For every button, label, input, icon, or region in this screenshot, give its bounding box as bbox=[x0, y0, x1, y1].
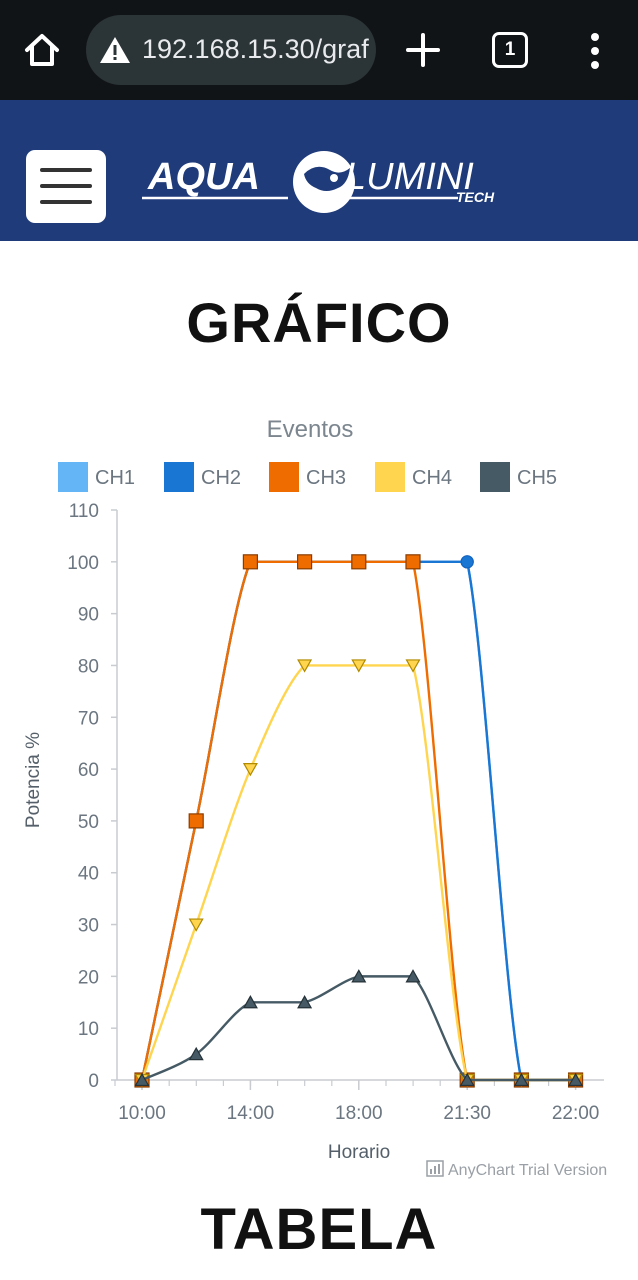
series-ch5 bbox=[134, 969, 584, 1087]
data-point[interactable] bbox=[297, 554, 313, 570]
y-tick-label: 0 bbox=[88, 1071, 99, 1092]
data-point[interactable] bbox=[297, 995, 313, 1009]
y-tick-label: 10 bbox=[78, 1019, 99, 1040]
credit-text: AnyChart Trial Version bbox=[448, 1162, 607, 1179]
chart-axes: 0 10 20 30 40 50 60 70 80 90 100 110 10:00 14:00 18:00… bbox=[67, 501, 604, 1124]
anychart-icon bbox=[426, 1160, 444, 1177]
y-tick-label: 110 bbox=[69, 501, 99, 522]
tab-switcher-button[interactable]: 1 bbox=[492, 32, 528, 68]
data-point[interactable] bbox=[242, 995, 258, 1009]
data-point[interactable] bbox=[568, 1072, 584, 1087]
data-point[interactable] bbox=[188, 918, 204, 932]
address-bar[interactable]: 192.168.15.30/graf bbox=[86, 15, 376, 85]
more-options-icon[interactable] bbox=[584, 32, 606, 70]
legend-label[interactable]: CH5 bbox=[517, 467, 557, 489]
url-text[interactable]: 192.168.15.30/graf bbox=[142, 34, 369, 64]
legend-swatch[interactable] bbox=[480, 462, 510, 492]
data-point[interactable] bbox=[188, 813, 204, 829]
y-axis-label: Potencia % bbox=[23, 732, 44, 828]
globe-icon bbox=[293, 151, 355, 213]
chart-series bbox=[134, 554, 584, 1088]
x-tick-label: 14:00 bbox=[227, 1103, 275, 1124]
section-title: TABELA bbox=[200, 1197, 438, 1262]
y-tick-label: 20 bbox=[78, 967, 99, 988]
chart-legend: CH1 CH2 CH3 CH4 CH5 bbox=[58, 462, 557, 492]
events-line-chart: Eventos CH1 CH2 CH3 CH4 CH5 0 10 20 30 40 50 60 70 8… bbox=[23, 416, 607, 1179]
page-title: GRÁFICO bbox=[186, 291, 452, 354]
series-line[interactable] bbox=[140, 664, 576, 1082]
data-point[interactable] bbox=[134, 1072, 150, 1087]
x-axis-label: Horario bbox=[328, 1142, 390, 1163]
data-point[interactable] bbox=[188, 1046, 204, 1061]
series-ch4 bbox=[134, 659, 584, 1088]
home-icon[interactable] bbox=[22, 30, 62, 70]
x-tick-label: 10:00 bbox=[118, 1103, 166, 1124]
data-point[interactable] bbox=[351, 659, 367, 673]
browser-toolbar: 192.168.15.30/graf 1 bbox=[0, 0, 638, 100]
warning-icon[interactable] bbox=[98, 35, 132, 65]
x-tick-label: 18:00 bbox=[335, 1103, 383, 1124]
legend-label[interactable]: CH3 bbox=[306, 467, 346, 489]
y-tick-label: 70 bbox=[78, 708, 99, 729]
legend-swatch[interactable] bbox=[58, 462, 88, 492]
legend-swatch[interactable] bbox=[375, 462, 405, 492]
data-point[interactable] bbox=[351, 554, 367, 570]
y-tick-label: 60 bbox=[78, 760, 99, 781]
data-point[interactable] bbox=[459, 1072, 475, 1087]
legend-swatch[interactable] bbox=[269, 462, 299, 492]
y-tick-label: 90 bbox=[78, 605, 99, 626]
credit-watermark[interactable]: AnyChart Trial Version bbox=[426, 1160, 607, 1179]
logo-text-right: LUMINI bbox=[345, 156, 474, 198]
y-tick-label: 40 bbox=[78, 864, 99, 885]
hamburger-menu-button[interactable] bbox=[26, 150, 106, 223]
menu-bar-icon bbox=[40, 200, 92, 204]
data-point[interactable] bbox=[460, 555, 474, 569]
legend-swatch[interactable] bbox=[164, 462, 194, 492]
menu-bar-icon bbox=[40, 168, 92, 172]
data-point[interactable] bbox=[405, 969, 421, 983]
data-point[interactable] bbox=[297, 659, 313, 673]
series-line[interactable] bbox=[140, 560, 576, 1082]
data-point[interactable] bbox=[405, 554, 421, 570]
chart-title: Eventos bbox=[267, 416, 354, 443]
data-point[interactable] bbox=[513, 1072, 529, 1087]
menu-bar-icon bbox=[40, 184, 92, 188]
site-header: AQUA LUMINI TECH bbox=[0, 100, 638, 241]
legend-label[interactable]: CH2 bbox=[201, 467, 241, 489]
series-ch3 bbox=[134, 554, 584, 1088]
data-point[interactable] bbox=[405, 659, 421, 673]
x-tick-label: 22:00 bbox=[552, 1103, 600, 1124]
brand-logo[interactable]: AQUA LUMINI TECH bbox=[140, 144, 510, 224]
y-tick-label: 30 bbox=[78, 916, 99, 937]
logo-text-left: AQUA bbox=[147, 156, 260, 198]
y-tick-label: 100 bbox=[67, 553, 99, 574]
y-tick-label: 80 bbox=[78, 656, 99, 677]
logo-sub-text: TECH bbox=[456, 189, 495, 205]
data-point[interactable] bbox=[351, 969, 367, 983]
legend-label[interactable]: CH1 bbox=[95, 467, 135, 489]
new-tab-icon[interactable] bbox=[404, 31, 442, 69]
data-point[interactable] bbox=[242, 554, 258, 570]
y-tick-label: 50 bbox=[78, 812, 99, 833]
data-point[interactable] bbox=[242, 762, 258, 777]
legend-label[interactable]: CH4 bbox=[412, 467, 452, 489]
x-tick-label: 21:30 bbox=[443, 1103, 491, 1124]
